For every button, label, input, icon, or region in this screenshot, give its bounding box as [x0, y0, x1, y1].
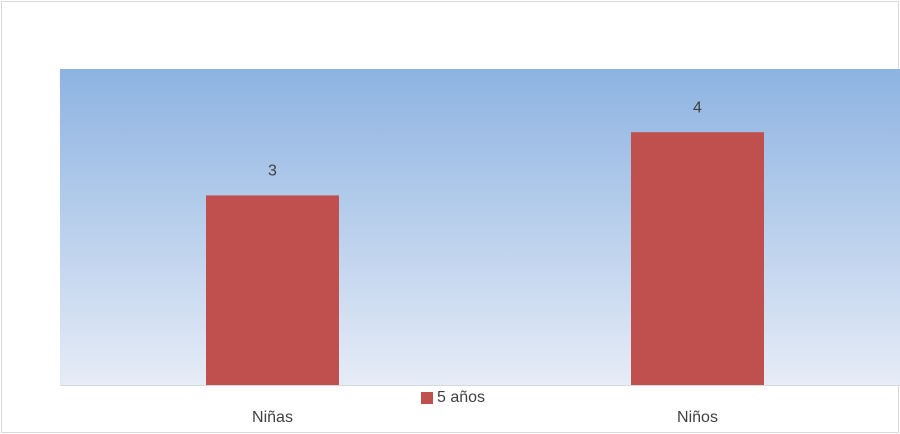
bar — [206, 195, 339, 385]
x-tick-label: Niñas — [252, 409, 293, 426]
bar — [631, 132, 764, 385]
legend-label: 5 años — [437, 389, 485, 406]
plot-area — [60, 69, 900, 385]
x-tick-label: Niños — [677, 409, 718, 426]
data-label: 4 — [693, 99, 702, 116]
data-label: 3 — [268, 163, 277, 180]
legend-swatch — [421, 392, 433, 404]
